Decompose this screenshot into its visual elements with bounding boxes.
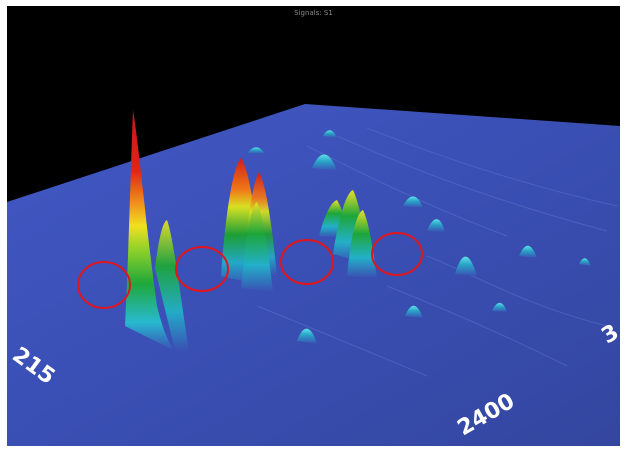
marker-circle[interactable] [371,232,423,276]
marker-circle[interactable] [77,261,131,309]
peak [405,305,423,318]
marker-circle[interactable] [175,246,229,292]
peak [455,256,477,276]
major-peak-2 [221,158,277,292]
view-title: Signals: S1 [294,9,333,17]
peak [312,154,337,171]
3d-plot-viewport[interactable]: Signals: S1 [7,6,620,446]
peak [403,196,423,208]
peak [579,258,591,266]
peak [297,328,317,344]
surface-ridges [256,127,618,377]
marker-circle[interactable] [280,239,334,285]
peak [519,245,537,258]
major-peak-3 [319,190,377,278]
signal-surface-plot[interactable]: 215 2400 3 [7,6,620,446]
peak [427,219,445,232]
peak [247,147,265,154]
surface-plane [7,104,620,446]
marker-circles[interactable] [77,232,423,309]
minor-peaks [247,130,591,344]
peak [492,302,507,312]
peak [323,130,337,138]
major-peak-1 [125,110,189,351]
